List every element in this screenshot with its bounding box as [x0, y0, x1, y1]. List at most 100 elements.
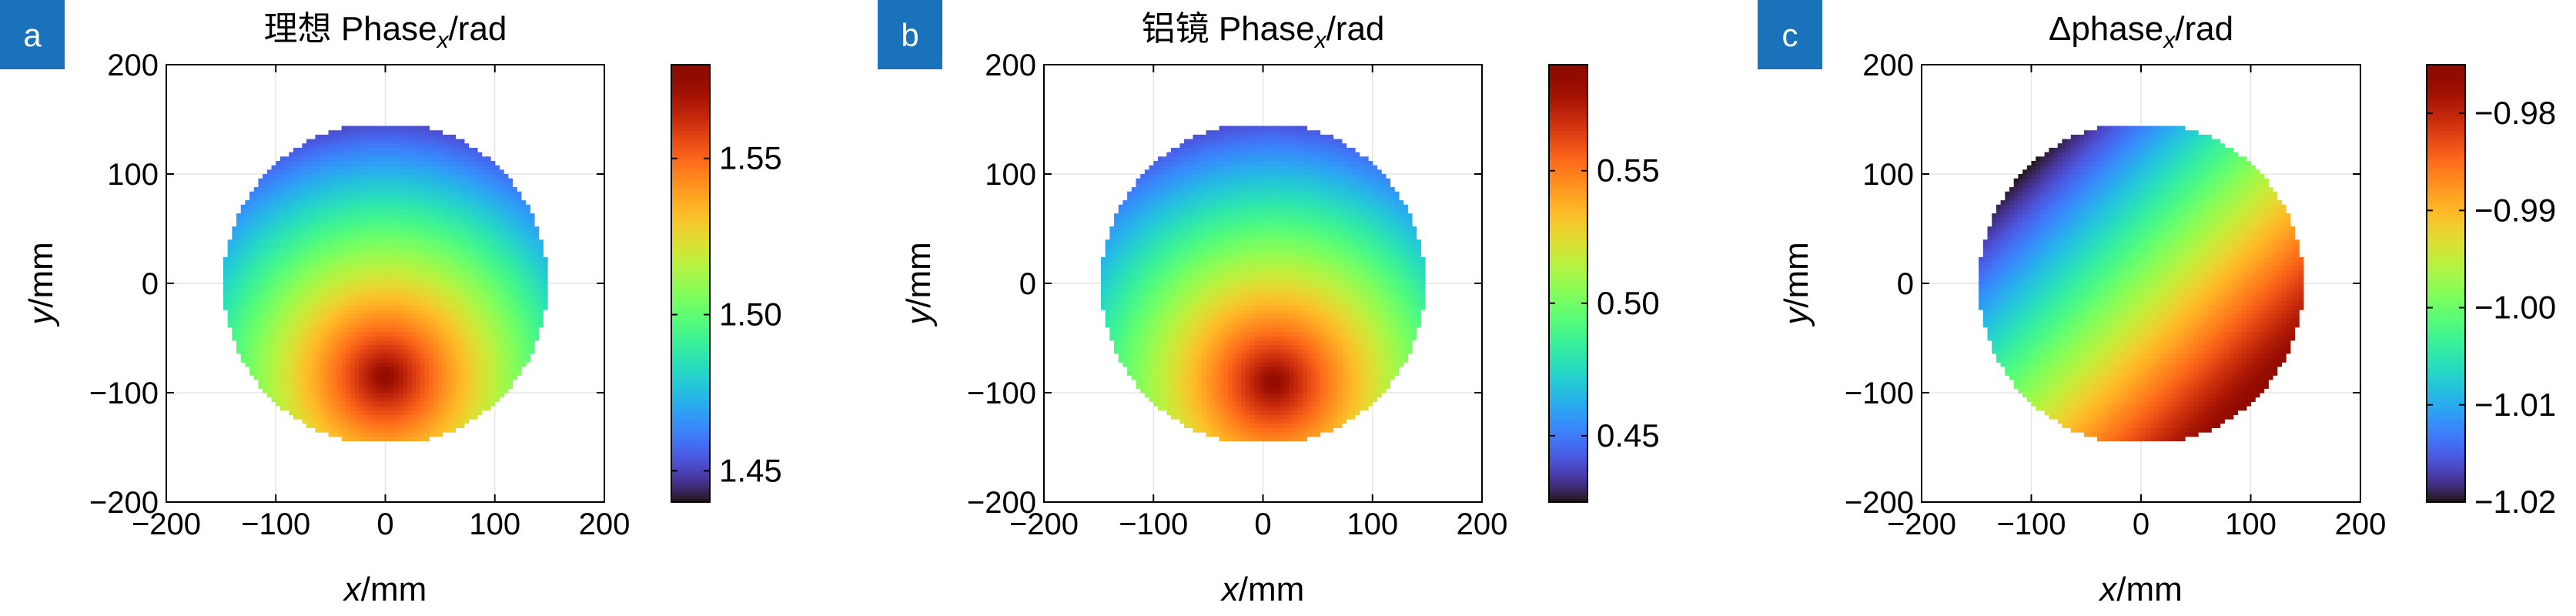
heatmap-cell	[398, 191, 403, 196]
heatmap-cell	[390, 266, 395, 271]
heatmap-cell	[403, 393, 408, 398]
heatmap-cell	[507, 196, 514, 201]
heatmap-cell	[328, 217, 333, 223]
heatmap-cell	[490, 191, 496, 196]
heatmap-cell	[503, 323, 509, 328]
heatmap-cell	[367, 226, 373, 232]
heatmap-cell	[354, 336, 360, 341]
heatmap-cell	[289, 174, 294, 179]
heatmap-cell	[473, 165, 478, 170]
heatmap-cell	[455, 401, 460, 407]
heatmap-cell	[315, 310, 320, 315]
heatmap-cell	[477, 383, 483, 389]
heatmap-cell	[393, 130, 400, 136]
heatmap-cell	[390, 143, 395, 149]
heatmap-cell	[266, 296, 273, 302]
heatmap-cell	[1179, 401, 1185, 407]
heatmap-cell	[447, 256, 452, 263]
heatmap-cell	[437, 169, 443, 175]
heatmap-cell	[380, 200, 386, 206]
heatmap-cell	[354, 305, 360, 310]
heatmap-cell	[279, 383, 286, 389]
heatmap-cell	[390, 187, 395, 192]
heatmap-cell	[507, 270, 514, 276]
heatmap-cell	[411, 226, 417, 232]
heatmap-cell	[455, 353, 460, 359]
heatmap-cell	[346, 253, 351, 258]
heatmap-cell	[341, 217, 346, 223]
heatmap-cell	[346, 318, 351, 323]
heatmap-cell	[319, 340, 325, 346]
heatmap-cell	[534, 253, 540, 258]
heatmap-cell	[468, 313, 473, 320]
heatmap-cell	[477, 287, 483, 293]
heatmap-cell	[442, 419, 447, 424]
heatmap-cell	[227, 256, 233, 263]
heatmap-cell	[306, 261, 312, 266]
heatmap-cell	[477, 230, 483, 236]
heatmap-cell	[1280, 423, 1286, 429]
heatmap-cell	[359, 279, 364, 284]
heatmap-cell	[503, 296, 509, 302]
heatmap-cell	[1271, 397, 1277, 402]
heatmap-cell	[323, 313, 330, 320]
heatmap-cell	[284, 393, 289, 398]
heatmap-cell	[380, 432, 386, 437]
heatmap-cell	[447, 423, 452, 429]
heatmap-cell	[367, 287, 373, 293]
heatmap-cell	[433, 419, 439, 424]
heatmap-cell	[490, 200, 496, 206]
heatmap-cell	[403, 310, 408, 315]
heatmap-cell	[1223, 414, 1229, 420]
heatmap-cell	[1219, 414, 1224, 420]
heatmap-cell	[390, 139, 395, 144]
heatmap-cell	[306, 375, 312, 380]
heatmap-cell	[398, 204, 403, 210]
heatmap-cell	[437, 336, 443, 341]
heatmap-cell	[416, 436, 421, 442]
heatmap-cell	[240, 248, 246, 253]
heatmap-cell	[297, 336, 303, 341]
heatmap-cell	[433, 349, 439, 354]
colorbar-segment	[671, 217, 710, 223]
heatmap-cell	[367, 331, 373, 336]
heatmap-cell	[336, 270, 343, 276]
heatmap-cell	[284, 279, 289, 284]
heatmap-cell	[363, 366, 369, 372]
heatmap-cell	[385, 292, 390, 297]
heatmap-cell	[376, 401, 382, 407]
heatmap-cell	[341, 336, 346, 341]
heatmap-cell	[1337, 410, 1343, 415]
heatmap-cell	[240, 266, 246, 271]
heatmap-cell	[263, 323, 268, 328]
heatmap-cell	[429, 209, 434, 214]
heatmap-cell	[1206, 388, 1211, 393]
heatmap-cell	[455, 274, 460, 280]
heatmap-cell	[276, 248, 281, 253]
heatmap-cell	[393, 366, 400, 372]
heatmap-cell	[463, 147, 470, 153]
heatmap-cell	[403, 196, 408, 201]
colorbar-segment	[671, 400, 710, 404]
heatmap-cell	[393, 160, 400, 166]
heatmap-cell	[411, 230, 417, 236]
heatmap-cell	[494, 226, 500, 232]
heatmap-cell	[525, 353, 530, 359]
heatmap-cell	[350, 432, 356, 437]
heatmap-cell	[284, 235, 289, 240]
heatmap-cell	[258, 362, 263, 367]
heatmap-cell	[437, 423, 443, 429]
heatmap-cell	[512, 353, 517, 359]
heatmap-cell	[486, 160, 491, 166]
heatmap-cell	[310, 147, 316, 153]
heatmap-cell	[433, 217, 439, 223]
heatmap-cell	[390, 217, 395, 223]
heatmap-cell	[328, 222, 333, 227]
heatmap-cell	[455, 226, 460, 232]
heatmap-cell	[473, 349, 478, 354]
heatmap-cell	[333, 261, 338, 266]
heatmap-cell	[512, 217, 517, 223]
heatmap-cell	[310, 226, 316, 232]
heatmap-cell	[1250, 388, 1255, 393]
heatmap-cell	[284, 174, 289, 179]
